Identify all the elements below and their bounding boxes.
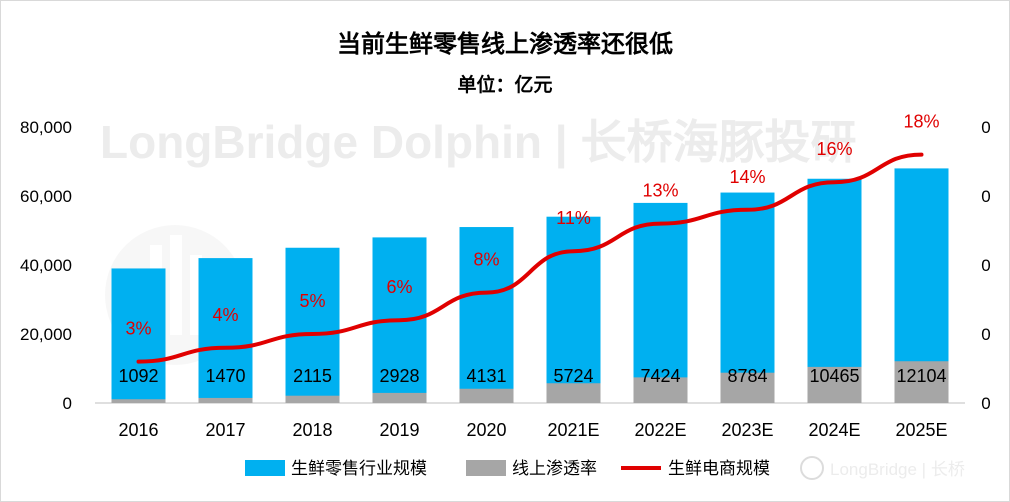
- data-label-line: 18%: [903, 112, 939, 132]
- data-label-line: 6%: [386, 277, 412, 297]
- data-label-secondary: 8784: [727, 366, 767, 386]
- bar-secondary: [720, 372, 775, 403]
- bar-primary: [720, 192, 775, 403]
- y2-tick-label: 0: [981, 256, 990, 275]
- bar-primary: [111, 268, 166, 403]
- bar-secondary: [894, 361, 949, 403]
- data-label-secondary: 1092: [118, 366, 158, 386]
- y-tick-label: 0: [63, 394, 72, 413]
- line-series-path: [136, 152, 924, 364]
- data-label-secondary: 10465: [809, 366, 859, 386]
- bar-primary: [807, 178, 862, 403]
- data-label-line: 11%: [556, 208, 591, 228]
- x-tick-label: 2017: [205, 420, 245, 440]
- value-labels: 1092 1470 2115 2928 4131 5724 7424 8784 10465 121…: [118, 366, 946, 386]
- data-label-secondary: 2115: [293, 366, 332, 386]
- chart-title: 当前生鲜零售线上渗透率还很低: [337, 30, 673, 58]
- y2-tick-label: 0: [981, 118, 990, 137]
- y2-axis: 0 0 0 0 0: [981, 118, 990, 413]
- x-tick-label: 2016: [118, 420, 158, 440]
- line-series: 3% 4% 5% 6% 8% 11% 13% 14% 16% 18%: [125, 112, 940, 364]
- y2-tick-label: 0: [981, 394, 990, 413]
- data-label-secondary: 2928: [379, 366, 419, 386]
- data-label-line: 13%: [642, 181, 678, 201]
- data-label-secondary: 12104: [896, 366, 946, 386]
- data-label-line: 5%: [299, 291, 325, 311]
- x-tick-label: 2023E: [721, 420, 773, 440]
- corner-logo: LongBridge | 长桥: [800, 456, 965, 480]
- y2-tick-label: 0: [981, 325, 990, 344]
- data-label-secondary: 4131: [466, 366, 506, 386]
- x-tick-label: 2024E: [808, 420, 860, 440]
- data-label-secondary: 7424: [640, 366, 680, 386]
- data-label-line: 14%: [729, 167, 765, 187]
- bar-secondary: [633, 377, 688, 403]
- y-axis: 0 20,000 40,000 60,000 80,000: [20, 118, 72, 413]
- x-tick-label: 2025E: [895, 420, 947, 440]
- bar-secondary: [807, 366, 862, 403]
- bar-secondary: [111, 399, 166, 403]
- data-label-line: 8%: [473, 250, 499, 270]
- data-label-line: 3%: [125, 319, 151, 339]
- bar-primary: [633, 202, 688, 403]
- legend-item-secondary: 线上渗透率: [466, 459, 597, 479]
- legend: 生鲜零售行业规模 线上渗透率 生鲜电商规模: [245, 459, 770, 479]
- x-tick-label: 2019: [379, 420, 419, 440]
- y-tick-label: 20,000: [20, 325, 72, 344]
- x-axis: 2016 2017 2018 2019 2020 2021E 2022E 2023E 2024E…: [118, 420, 947, 440]
- data-label-line: 16%: [816, 139, 852, 159]
- bar-secondary: [546, 383, 601, 403]
- bar-primary: [459, 227, 514, 403]
- y-tick-label: 60,000: [20, 187, 72, 206]
- legend-item-line: 生鲜电商规模: [621, 459, 770, 479]
- data-label-line: 4%: [212, 305, 238, 325]
- bar-secondary: [372, 392, 427, 403]
- chart-subtitle: 单位：亿元: [457, 73, 552, 96]
- data-label-secondary: 1470: [205, 366, 245, 386]
- y-tick-label: 80,000: [20, 118, 72, 137]
- x-tick-label: 2022E: [634, 420, 686, 440]
- legend-swatch-primary: [245, 460, 285, 476]
- legend-item-primary: 生鲜零售行业规模: [245, 459, 427, 479]
- corner-watermark-text: LongBridge | 长桥: [830, 460, 965, 479]
- x-tick-label: 2018: [292, 420, 332, 440]
- x-tick-label: 2021E: [547, 420, 599, 440]
- legend-swatch-secondary: [466, 460, 506, 476]
- x-tick-label: 2020: [466, 420, 506, 440]
- legend-label-line: 生鲜电商规模: [668, 459, 770, 479]
- y-tick-label: 40,000: [20, 256, 72, 275]
- bar-primary: [198, 258, 253, 403]
- legend-label-primary: 生鲜零售行业规模: [291, 459, 427, 479]
- data-label-secondary: 5724: [553, 366, 593, 386]
- y2-tick-label: 0: [981, 187, 990, 206]
- bar-secondary: [459, 388, 514, 403]
- watermark-text: LongBridge Dolphin | 长桥海豚投研: [100, 116, 856, 168]
- bar-primary: [285, 247, 340, 403]
- bar-secondary: [198, 397, 253, 403]
- legend-label-secondary: 线上渗透率: [512, 459, 597, 479]
- bar-secondary: [285, 395, 340, 403]
